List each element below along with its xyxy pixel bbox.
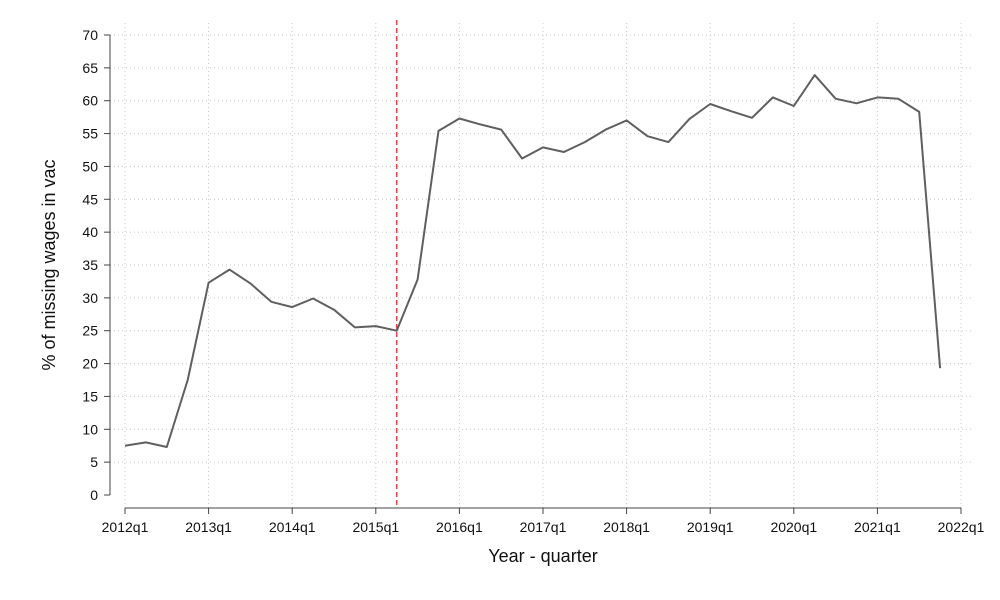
series-line <box>124 74 942 448</box>
y-tick-label: 25 <box>82 323 98 339</box>
grid <box>110 23 973 508</box>
y-tick-label: 35 <box>82 257 98 273</box>
x-axis-title: Year - quarter <box>488 546 597 566</box>
y-tick-label: 10 <box>82 421 98 437</box>
y-tick-label: 0 <box>90 487 98 503</box>
y-tick-label: 45 <box>82 191 98 207</box>
y-tick-label: 15 <box>82 388 98 404</box>
y-tick-label: 60 <box>82 93 98 109</box>
y-tick-label: 20 <box>82 356 98 372</box>
y-tick-label: 50 <box>82 158 98 174</box>
y-tick-label: 65 <box>82 60 98 76</box>
x-tick-label: 2020q1 <box>770 519 817 535</box>
x-tick-label: 2019q1 <box>687 519 734 535</box>
y-tick-label: 40 <box>82 224 98 240</box>
x-tick-label: 2013q1 <box>185 519 232 535</box>
y-tick-label: 30 <box>82 290 98 306</box>
y-tick-label: 55 <box>82 126 98 142</box>
x-tick-label: 2021q1 <box>854 519 901 535</box>
x-tick-label: 2017q1 <box>520 519 567 535</box>
x-tick-label: 2012q1 <box>102 519 149 535</box>
y-tick-label: 70 <box>82 27 98 43</box>
x-tick-label: 2014q1 <box>269 519 316 535</box>
y-axis-title: % of missing wages in vac <box>39 159 59 370</box>
axes: 0 5 10 15 20 25 30 35 40 45 50 55 60 65 70 2012q1 2013q1… <box>82 27 984 535</box>
x-tick-label: 2015q1 <box>352 519 399 535</box>
x-tick-label: 2022q1 <box>938 519 985 535</box>
series-layer <box>124 74 942 448</box>
x-tick-label: 2018q1 <box>603 519 650 535</box>
y-tick-label: 5 <box>90 454 98 470</box>
x-tick-label: 2016q1 <box>436 519 483 535</box>
